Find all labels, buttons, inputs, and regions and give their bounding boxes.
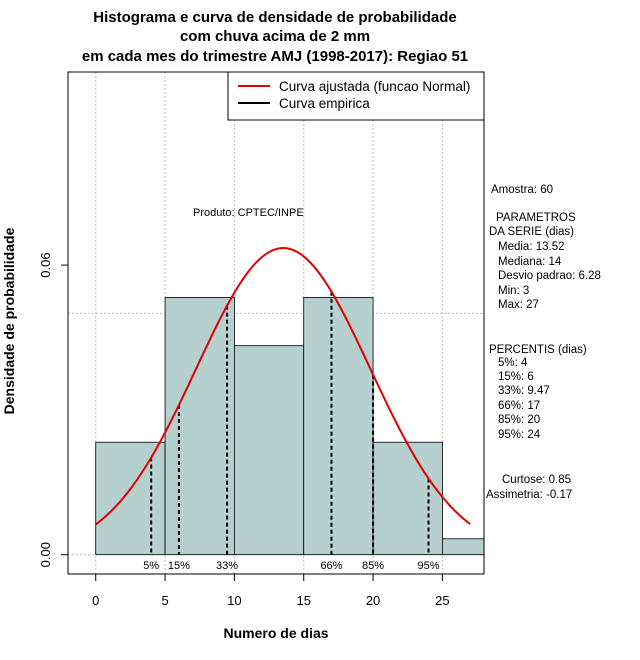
chart-title-line-1: Histograma e curva de densidade de proba… [93, 9, 456, 26]
percentile-label-4: 85% [362, 560, 384, 572]
x-tick-label-1: 5 [161, 593, 168, 608]
histogram-bar-0 [95, 441, 166, 556]
histogram-bar-4 [372, 441, 443, 556]
stats-panel: Amostra: 60 PARAMETROS DA SERIE (dias) M… [486, 184, 601, 501]
stat-p15: 15%: 6 [498, 371, 534, 383]
x-tick-label-3: 15 [296, 593, 310, 608]
percentile-label-1: 15% [168, 560, 190, 572]
stat-max: Max: 27 [498, 299, 539, 311]
stat-p95: 95%: 24 [498, 429, 541, 441]
histogram-bar-1 [164, 297, 235, 556]
stat-p85: 85%: 20 [498, 414, 540, 426]
chart-title-line-2: com chuva acima de 2 mm [180, 28, 370, 45]
stat-media: Media: 13.52 [498, 241, 565, 253]
percentile-lines: 5% 15% 33% 66% 85% 95% [143, 291, 440, 572]
legend-label-empirical: Curva empirica [279, 96, 370, 111]
histogram-bar-5 [441, 538, 484, 556]
histogram-bar-3 [303, 297, 374, 556]
product-label: Produto: CPTEC/INPE [193, 207, 304, 219]
histogram-bars [95, 297, 484, 556]
stat-p33: 33%: 9.47 [498, 385, 550, 397]
percentile-label-2: 33% [216, 560, 238, 572]
legend: Curva ajustada (funcao Normal) Curva emp… [227, 71, 485, 121]
stat-desvio: Desvio padrao: 6.28 [498, 270, 601, 282]
stat-min: Min: 3 [498, 285, 529, 297]
y-axis-label: Densidade de probabilidade [1, 227, 17, 414]
stat-params-title-1: PARAMETROS [496, 212, 576, 224]
x-tick-label-5: 25 [435, 593, 449, 608]
stat-sample: Amostra: 60 [491, 184, 553, 196]
y-tick-label-0: 0.00 [38, 542, 53, 567]
stat-p5: 5%: 4 [498, 357, 528, 369]
chart-title-line-3: em cada mes do trimestre AMJ (1998-2017)… [82, 48, 468, 65]
stat-assimetria: Assimetria: -0.17 [486, 489, 572, 501]
stat-mediana: Mediana: 14 [498, 256, 562, 268]
stat-p66: 66%: 17 [498, 400, 540, 412]
x-tick-label-0: 0 [92, 593, 99, 608]
percentile-label-3: 66% [320, 560, 342, 572]
percentile-label-5: 95% [418, 560, 440, 572]
legend-box [227, 71, 485, 121]
axes: 0 5 10 15 20 25 0.00 0.06 [38, 252, 450, 608]
stat-curtose: Curtose: 0.85 [502, 474, 571, 486]
legend-label-normal: Curva ajustada (funcao Normal) [279, 79, 470, 94]
x-axis-label: Numero de dias [223, 625, 328, 641]
stat-params-title-2: DA SERIE (dias) [489, 226, 574, 238]
stat-perc-title: PERCENTIS (dias) [489, 344, 587, 356]
normal-curve-layer [95, 247, 471, 526]
percentile-label-0: 5% [143, 560, 159, 572]
normal-curve [95, 247, 471, 526]
histogram-bar-2 [233, 345, 305, 556]
y-tick-label-1: 0.06 [38, 252, 53, 277]
x-tick-label-4: 20 [366, 593, 380, 608]
x-tick-label-2: 10 [227, 593, 241, 608]
